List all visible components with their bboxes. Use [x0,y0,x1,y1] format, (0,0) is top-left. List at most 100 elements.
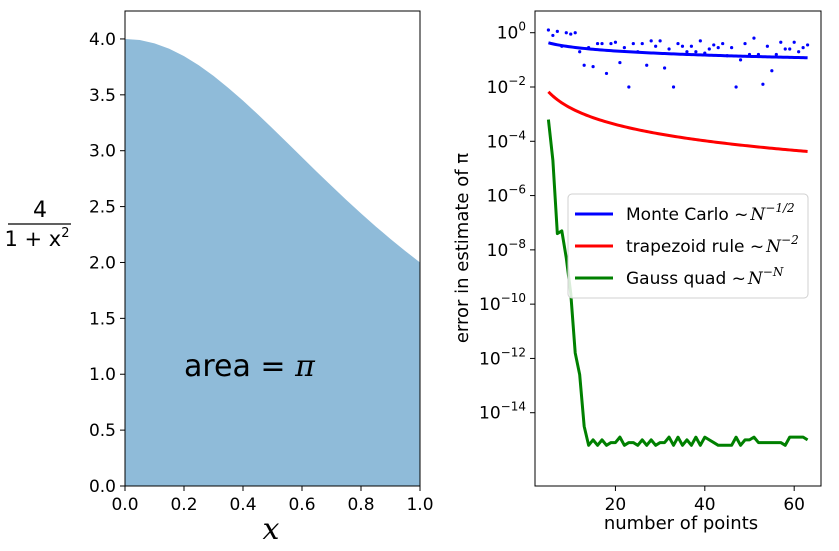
monte-carlo-point [707,47,711,51]
monte-carlo-point [801,46,805,50]
monte-carlo-point [734,85,738,89]
y-tick-label: 0.0 [89,477,116,497]
monte-carlo-point [631,41,635,46]
y-label-denominator-exp: 2 [61,226,69,241]
y-tick-label: 10−14 [479,400,526,424]
monte-carlo-point [578,50,582,54]
x-tick-label: 1.0 [406,495,433,515]
right-x-ticks: 20 40 60 [605,486,805,515]
monte-carlo-point [680,44,685,48]
monte-carlo-point [618,60,622,65]
y-tick-label: 1.5 [89,309,116,329]
x-tick-label: 0.2 [170,495,197,515]
y-tick-label: 0.5 [89,421,116,441]
monte-carlo-point [546,28,551,32]
y-tick-label: 10−10 [479,291,526,315]
series-line-gauss-quad [546,119,809,447]
monte-carlo-point [613,40,618,44]
legend-label-trapezoid-rule: trapezoid rule ~ N−2 [626,233,799,257]
monte-carlo-point [600,41,604,46]
right-panel: 20 40 60 100 10−2 10−4 10−6 10−8 10−10 10−12 10−1… [452,10,822,534]
x-tick-label: 0.8 [347,495,374,515]
monte-carlo-point [658,39,662,43]
y-tick-label: 10−6 [487,183,526,207]
legend-label-monte-carlo: Monte Carlo ~ N−1/2 [626,201,795,225]
monte-carlo-point [805,43,810,47]
monte-carlo-point [654,44,658,48]
monte-carlo-point [716,46,720,50]
x-tick-label: 60 [783,495,805,515]
monte-carlo-point [555,29,559,33]
monte-carlo-point [551,33,555,38]
legend: Monte Carlo ~ N−1/2 trapezoid rule ~ N−2 Gau… [567,193,809,299]
monte-carlo-point [756,52,761,57]
monte-carlo-point [671,85,676,89]
left-x-ticks: 0.0 0.2 0.4 0.6 0.8 1.0 [111,486,434,515]
monte-carlo-point [761,82,765,86]
monte-carlo-point [721,41,725,46]
monte-carlo-point [662,66,667,70]
monte-carlo-point [636,50,640,54]
monte-carlo-point [730,46,734,50]
right-y-ticks: 100 10−2 10−4 10−6 10−8 10−10 10−12 10−14 [479,20,535,424]
monte-carlo-point [591,65,595,69]
legend-box [567,193,809,299]
monte-carlo-point [622,46,626,50]
x-tick-label: 20 [605,495,627,515]
monte-carlo-point [694,50,698,54]
monte-carlo-point [640,41,644,46]
y-tick-label: 3.5 [89,86,116,106]
monte-carlo-point [747,52,752,57]
y-tick-label: 10−4 [487,128,526,152]
left-y-axis-label: 4 1 + x2 [4,198,71,251]
monte-carlo-point [752,36,756,40]
y-tick-label: 4.0 [89,30,116,50]
x-tick-label: 0.0 [111,495,138,515]
monte-carlo-points [546,28,810,89]
monte-carlo-point [774,52,778,57]
area-annotation-text: area = [184,349,295,384]
monte-carlo-point [676,41,680,46]
y-tick-label: 100 [497,20,526,44]
monte-carlo-point [792,40,796,44]
monte-carlo-point [712,43,716,47]
left-y-ticks: 0.0 0.5 1.0 1.5 2.0 2.5 3.0 3.5 4.0 [89,30,125,497]
y-tick-label: 3.0 [89,142,116,162]
monte-carlo-point [609,41,613,46]
y-tick-label: 10−2 [487,74,526,98]
monte-carlo-point [765,44,769,48]
y-tick-label: 10−12 [479,345,526,369]
monte-carlo-point [788,47,792,51]
monte-carlo-point [783,47,787,51]
left-axes-frame [124,10,421,487]
monte-carlo-point [779,40,783,44]
monte-carlo-point [649,39,653,43]
monte-carlo-point [703,51,707,55]
series-lines [546,41,809,447]
right-y-axis-label: error in estimate of π [452,153,473,343]
monte-carlo-point [564,31,568,35]
area-annotation-symbol: π [294,349,316,384]
y-tick-label: 2.0 [89,253,116,273]
monte-carlo-point [595,41,600,46]
y-tick-label: 10−8 [487,237,526,261]
monte-carlo-point [738,58,743,62]
monte-carlo-point [569,32,573,36]
monte-carlo-point [604,71,609,76]
right-x-axis-label: number of points [604,513,758,534]
left-panel: 0.0 0.2 0.4 0.6 0.8 1.0 0.0 0.5 1.0 1.5 2.0 2.5 3.0… [4,10,434,547]
monte-carlo-point [743,41,747,46]
monte-carlo-point [667,47,671,51]
x-tick-label: 0.6 [288,495,315,515]
monte-carlo-point [582,63,586,67]
monte-carlo-point [685,50,689,54]
x-tick-label: 0.4 [229,495,256,515]
y-tick-label: 2.5 [89,198,116,218]
monte-carlo-point [587,46,591,50]
series-line-monte-carlo [548,41,808,60]
area-annotation: area = π [184,349,316,384]
y-label-numerator: 4 [33,198,47,223]
y-label-denominator-base: 1 + x [4,227,61,251]
legend-label-gauss-quad: Gauss quad ~ N−N [626,265,784,289]
